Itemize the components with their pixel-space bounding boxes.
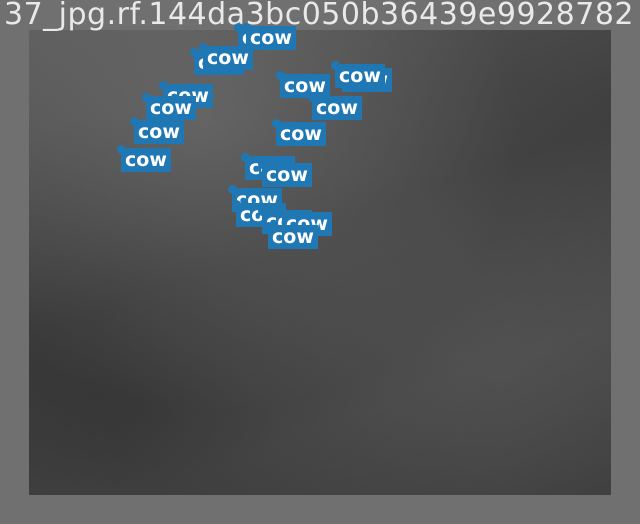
detection-label: cow [203,46,253,70]
detection-label: cow [262,163,312,187]
detection-label: cow [146,96,196,120]
detection-label: cow [280,74,330,98]
image-filename-caption: 37_jpg.rf.144da3bc050b36439e9928782 [4,0,634,32]
detection-label: cow [121,148,171,172]
detection-label: cow [134,120,184,144]
detection-label: cow [268,225,318,249]
detection-label: cow [312,96,362,120]
detection-label: cow [276,122,326,146]
detection-label: cow [335,64,385,88]
detection-label: cow [246,26,296,50]
